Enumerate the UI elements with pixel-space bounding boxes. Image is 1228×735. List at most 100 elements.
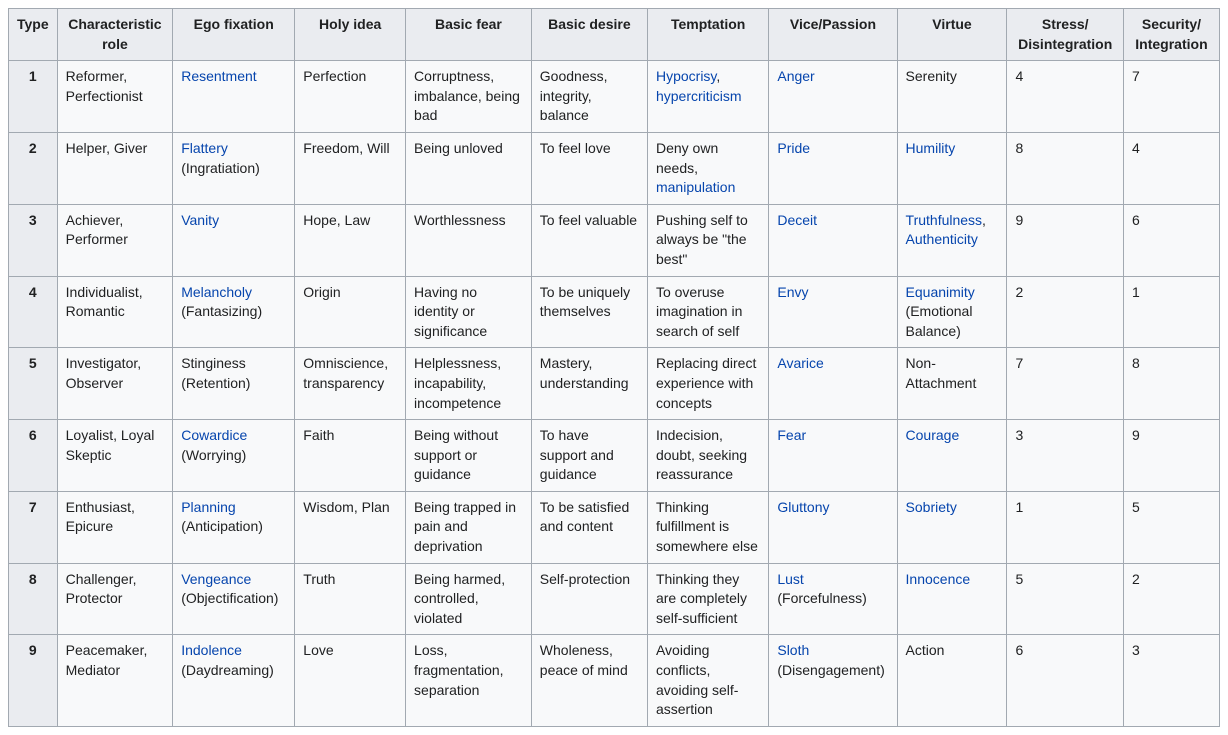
cell-text: To have support and guidance bbox=[540, 427, 614, 482]
cell-tempt: To overuse imagination in search of self bbox=[647, 276, 768, 348]
cell-role: Individualist, Romantic bbox=[57, 276, 173, 348]
table-row: 1Reformer, PerfectionistResentmentPerfec… bbox=[9, 61, 1220, 133]
wiki-link[interactable]: Truthfulness bbox=[906, 212, 983, 228]
cell-text: Pushing self to always be "the best" bbox=[656, 212, 748, 267]
wiki-link[interactable]: manipulation bbox=[656, 179, 735, 195]
col-header: Type bbox=[9, 9, 58, 61]
cell-holy: Hope, Law bbox=[295, 204, 406, 276]
cell-virtue: Serenity bbox=[897, 61, 1007, 133]
wiki-link[interactable]: Vengeance bbox=[181, 571, 251, 587]
cell-text: Goodness, integrity, balance bbox=[540, 68, 608, 123]
cell-text: To be uniquely themselves bbox=[540, 284, 630, 320]
cell-text: To overuse imagination in search of self bbox=[656, 284, 742, 339]
wiki-link[interactable]: Innocence bbox=[906, 571, 971, 587]
cell-text: Helplessness, incapability, incompetence bbox=[414, 355, 501, 410]
table-row: 8Challenger, ProtectorVengeance (Objecti… bbox=[9, 563, 1220, 635]
cell-fear: Being unloved bbox=[406, 132, 532, 204]
cell-holy: Truth bbox=[295, 563, 406, 635]
cell-text: To be satisfied and content bbox=[540, 499, 630, 535]
cell-security: 3 bbox=[1123, 635, 1219, 726]
cell-holy: Freedom, Will bbox=[295, 132, 406, 204]
cell-vice: Deceit bbox=[769, 204, 897, 276]
cell-text: Achiever, Performer bbox=[66, 212, 128, 248]
wiki-link[interactable]: Pride bbox=[777, 140, 810, 156]
row-header-type: 6 bbox=[9, 420, 58, 492]
cell-ego: Resentment bbox=[173, 61, 295, 133]
cell-ego: Flattery (Ingratiation) bbox=[173, 132, 295, 204]
cell-ego: Cowardice (Worrying) bbox=[173, 420, 295, 492]
row-header-type: 7 bbox=[9, 491, 58, 563]
wiki-link[interactable]: Deceit bbox=[777, 212, 817, 228]
cell-tempt: Pushing self to always be "the best" bbox=[647, 204, 768, 276]
cell-vice: Pride bbox=[769, 132, 897, 204]
cell-text: (Emotional Balance) bbox=[906, 303, 973, 339]
cell-fear: Helplessness, incapability, incompetence bbox=[406, 348, 532, 420]
cell-desire: Wholeness, peace of mind bbox=[531, 635, 647, 726]
cell-vice: Avarice bbox=[769, 348, 897, 420]
wiki-link[interactable]: Equanimity bbox=[906, 284, 975, 300]
cell-holy: Love bbox=[295, 635, 406, 726]
cell-text: Thinking they are completely self-suffic… bbox=[656, 571, 747, 626]
wiki-link[interactable]: Courage bbox=[906, 427, 960, 443]
wiki-link[interactable]: Authenticity bbox=[906, 231, 978, 247]
cell-text: Mastery, understanding bbox=[540, 355, 629, 391]
wiki-link[interactable]: Sloth bbox=[777, 642, 809, 658]
cell-role: Reformer, Perfectionist bbox=[57, 61, 173, 133]
wiki-link[interactable]: Planning bbox=[181, 499, 236, 515]
row-header-type: 2 bbox=[9, 132, 58, 204]
cell-fear: Corruptness, imbalance, being bad bbox=[406, 61, 532, 133]
wiki-link[interactable]: Envy bbox=[777, 284, 808, 300]
col-header: Characteristic role bbox=[57, 9, 173, 61]
cell-text: Origin bbox=[303, 284, 340, 300]
row-header-type: 5 bbox=[9, 348, 58, 420]
table-row: 3Achiever, PerformerVanityHope, LawWorth… bbox=[9, 204, 1220, 276]
wiki-link[interactable]: Fear bbox=[777, 427, 806, 443]
cell-vice: Anger bbox=[769, 61, 897, 133]
cell-text: Wisdom, Plan bbox=[303, 499, 389, 515]
cell-text: Challenger, Protector bbox=[66, 571, 137, 607]
cell-virtue: Courage bbox=[897, 420, 1007, 492]
wiki-link[interactable]: Resentment bbox=[181, 68, 256, 84]
wiki-link[interactable]: Lust bbox=[777, 571, 803, 587]
wiki-link[interactable]: Avarice bbox=[777, 355, 823, 371]
cell-stress: 9 bbox=[1007, 204, 1123, 276]
cell-security: 8 bbox=[1123, 348, 1219, 420]
cell-text: Self-protection bbox=[540, 571, 630, 587]
wiki-link[interactable]: Flattery bbox=[181, 140, 228, 156]
cell-security: 9 bbox=[1123, 420, 1219, 492]
row-header-type: 3 bbox=[9, 204, 58, 276]
wiki-link[interactable]: Gluttony bbox=[777, 499, 829, 515]
cell-text: Replacing direct experience with concept… bbox=[656, 355, 756, 410]
cell-text: Action bbox=[906, 642, 945, 658]
wiki-link[interactable]: Vanity bbox=[181, 212, 219, 228]
cell-text: Thinking fulfillment is somewhere else bbox=[656, 499, 758, 554]
cell-fear: Loss, fragmentation, separation bbox=[406, 635, 532, 726]
wiki-link[interactable]: Anger bbox=[777, 68, 814, 84]
cell-virtue: Action bbox=[897, 635, 1007, 726]
wiki-link[interactable]: Indolence bbox=[181, 642, 242, 658]
cell-text: Wholeness, peace of mind bbox=[540, 642, 628, 678]
cell-text: (Anticipation) bbox=[181, 518, 263, 534]
cell-virtue: Truthfulness, Authenticity bbox=[897, 204, 1007, 276]
cell-text: Truth bbox=[303, 571, 335, 587]
cell-text: To feel love bbox=[540, 140, 611, 156]
cell-desire: Mastery, understanding bbox=[531, 348, 647, 420]
col-header: Stress/ Disintegration bbox=[1007, 9, 1123, 61]
cell-ego: Melancholy (Fantasizing) bbox=[173, 276, 295, 348]
cell-text: Perfection bbox=[303, 68, 366, 84]
col-header: Security/ Integration bbox=[1123, 9, 1219, 61]
wiki-link[interactable]: Sobriety bbox=[906, 499, 957, 515]
cell-text: Peacemaker, Mediator bbox=[66, 642, 148, 678]
wiki-link[interactable]: Humility bbox=[906, 140, 956, 156]
wiki-link[interactable]: hypercriticism bbox=[656, 88, 742, 104]
wiki-link[interactable]: Melancholy bbox=[181, 284, 252, 300]
cell-role: Helper, Giver bbox=[57, 132, 173, 204]
cell-desire: To be uniquely themselves bbox=[531, 276, 647, 348]
cell-ego: Indolence (Daydreaming) bbox=[173, 635, 295, 726]
wiki-link[interactable]: Hypocrisy bbox=[656, 68, 716, 84]
col-header: Virtue bbox=[897, 9, 1007, 61]
wiki-link[interactable]: Cowardice bbox=[181, 427, 247, 443]
cell-text: Corruptness, imbalance, being bad bbox=[414, 68, 520, 123]
cell-tempt: Deny own needs, manipulation bbox=[647, 132, 768, 204]
col-header: Holy idea bbox=[295, 9, 406, 61]
